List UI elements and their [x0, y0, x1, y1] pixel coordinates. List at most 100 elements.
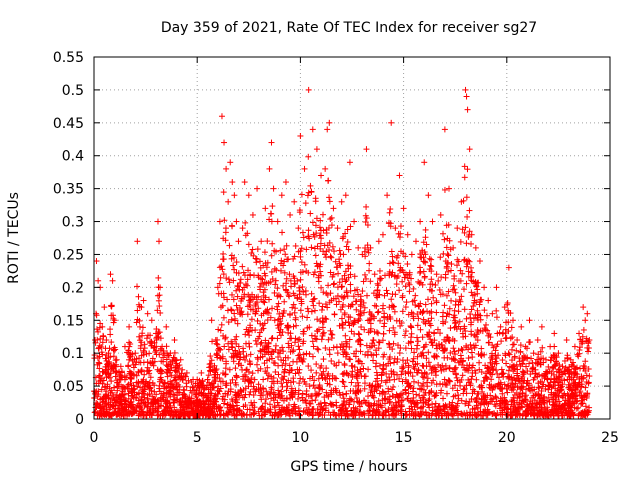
data-point — [408, 334, 415, 341]
data-point — [342, 278, 349, 285]
data-point-peak — [514, 337, 521, 344]
data-point — [364, 317, 371, 324]
data-point — [242, 219, 249, 226]
data-point — [326, 194, 333, 201]
data-point — [327, 253, 334, 260]
data-point — [237, 276, 244, 283]
data-point — [233, 333, 240, 340]
data-point — [463, 280, 470, 287]
data-point — [483, 312, 490, 319]
data-point — [393, 281, 400, 288]
data-point — [246, 340, 253, 347]
data-point — [388, 248, 395, 255]
data-point — [471, 332, 478, 339]
data-point-peak — [526, 317, 533, 324]
data-point — [222, 334, 229, 341]
data-point — [396, 287, 403, 294]
data-point — [448, 261, 455, 268]
data-point — [297, 307, 304, 314]
data-point — [463, 194, 470, 201]
data-point — [305, 227, 312, 234]
data-point — [437, 254, 444, 261]
data-point — [380, 389, 387, 396]
data-point — [517, 342, 524, 349]
data-point-peak — [295, 225, 302, 232]
data-point — [312, 198, 319, 205]
data-point — [422, 301, 429, 308]
data-point — [561, 368, 568, 375]
data-point-peak — [309, 126, 316, 133]
data-point-peak — [274, 218, 281, 225]
data-point — [417, 264, 424, 271]
data-point — [221, 343, 228, 350]
data-point — [341, 362, 348, 369]
data-point-peak — [518, 323, 525, 330]
data-point — [154, 292, 161, 299]
data-point — [155, 274, 162, 281]
data-point-peak — [485, 297, 492, 304]
y-tick-label: 0.35 — [53, 182, 84, 198]
data-point — [233, 399, 240, 406]
data-point-peak — [363, 146, 370, 153]
data-point — [408, 330, 415, 337]
data-point — [308, 332, 315, 339]
data-point-peak — [266, 165, 273, 172]
data-point — [359, 288, 366, 295]
data-point — [246, 343, 253, 350]
data-point — [311, 307, 318, 314]
data-point — [386, 260, 393, 267]
data-point — [455, 395, 462, 402]
data-point-peak — [245, 192, 252, 199]
data-point — [342, 319, 349, 326]
data-point-peak — [582, 317, 589, 324]
data-point — [373, 303, 380, 310]
data-points-layer — [91, 86, 593, 419]
data-point — [422, 259, 429, 266]
data-point — [446, 378, 453, 385]
data-point — [213, 351, 220, 358]
data-point — [366, 260, 373, 267]
data-point — [261, 249, 268, 256]
data-point-peak — [318, 172, 325, 179]
data-point — [508, 324, 515, 331]
data-point — [318, 372, 325, 379]
data-point — [438, 274, 445, 281]
data-point — [364, 292, 371, 299]
data-point — [330, 344, 337, 351]
data-point — [580, 326, 587, 333]
data-point-peak — [454, 225, 461, 232]
data-point-peak — [355, 244, 362, 251]
data-point-peak — [157, 284, 164, 291]
data-point — [213, 340, 220, 347]
data-point — [277, 247, 284, 254]
data-point — [334, 350, 341, 357]
data-point — [481, 307, 488, 314]
data-point — [461, 174, 468, 181]
data-point — [380, 323, 387, 330]
data-point — [246, 391, 253, 398]
data-point-peak — [334, 225, 341, 232]
data-point-peak — [481, 284, 488, 291]
data-point-peak — [346, 159, 353, 166]
data-point-peak — [462, 86, 469, 93]
data-point — [330, 281, 337, 288]
data-point — [311, 385, 318, 392]
data-point-peak — [208, 317, 215, 324]
data-point-peak — [330, 205, 337, 212]
data-point — [136, 333, 143, 340]
x-tick-label: 15 — [395, 430, 413, 446]
y-tick-label: 0 — [75, 412, 84, 428]
data-point-peak — [198, 369, 205, 376]
data-point — [361, 326, 368, 333]
data-point-peak — [563, 337, 570, 344]
y-tick-label: 0.05 — [53, 379, 84, 395]
data-point-peak — [493, 284, 500, 291]
data-point — [269, 240, 276, 247]
data-point — [315, 346, 322, 353]
data-point-peak — [258, 238, 265, 245]
data-point — [391, 359, 398, 366]
data-point — [299, 229, 306, 236]
data-point — [458, 397, 465, 404]
data-point — [355, 330, 362, 337]
